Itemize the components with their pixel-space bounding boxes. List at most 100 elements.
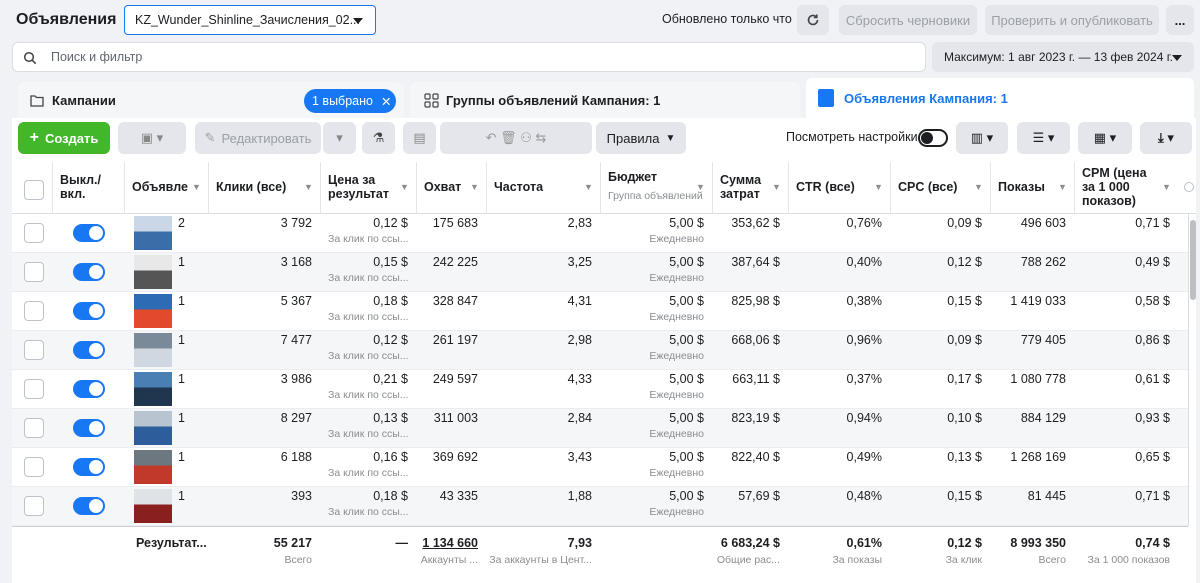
cell-value: 1 [178, 255, 185, 269]
view-settings-toggle[interactable] [918, 129, 948, 147]
header-label: Охват [424, 180, 462, 194]
actions-group[interactable]: ↶ 🗑 ⚇ ⇆ [440, 122, 592, 154]
cell-value: 0,21 $ [373, 372, 408, 386]
status-toggle[interactable] [73, 458, 105, 476]
edit-button[interactable]: ✎ Редактировать [195, 122, 321, 154]
ad-thumbnail [134, 489, 172, 523]
cell-value: 1 [178, 450, 185, 464]
checkbox[interactable] [24, 418, 44, 438]
column-header[interactable]: Охват [424, 160, 466, 214]
search-box[interactable]: Поиск и фильтр [12, 42, 926, 72]
checkbox[interactable] [24, 340, 44, 360]
chip-close[interactable]: ✕ [380, 94, 392, 109]
header-label: CPC (все) [898, 180, 958, 194]
cell-value: 0,15 $ [947, 294, 982, 308]
cell-value: 5,00 $ [669, 333, 704, 347]
status-toggle[interactable] [73, 341, 105, 359]
test-button[interactable]: ⚗ [362, 122, 395, 154]
knob [89, 499, 103, 513]
refresh-button[interactable] [797, 5, 829, 35]
cell-subtext: За клик по ссы... [328, 506, 409, 518]
breakdown-button[interactable]: ☰ ▾ [1017, 122, 1070, 154]
scroll-thumb[interactable] [1190, 220, 1196, 300]
cell-value: 2 [178, 216, 185, 230]
column-header[interactable]: Показы [998, 160, 1054, 214]
status-toggle[interactable] [73, 419, 105, 437]
date-range-button[interactable]: Максимум: 1 авг 2023 г. — 13 фев 2024 г. [932, 42, 1194, 72]
create-button[interactable]: + Создать [18, 122, 110, 154]
ad-thumbnail [134, 372, 172, 406]
cell-value: 1 268 169 [1010, 450, 1066, 464]
reset-drafts-button[interactable]: Сбросить черновики [839, 5, 977, 35]
cell-value: 81 445 [1027, 489, 1066, 503]
rules-button[interactable]: Правила ▼ [596, 122, 686, 154]
selected-chip[interactable]: 1 выбрано ✕ [304, 89, 396, 113]
status-toggle[interactable] [73, 380, 105, 398]
reports-button[interactable]: ▦ ▾ [1078, 122, 1132, 154]
checkbox[interactable] [24, 180, 44, 200]
clipboard-button[interactable]: ▤ [403, 122, 436, 154]
status-toggle[interactable] [73, 497, 105, 515]
export-button[interactable]: ⤓ ▾ [1140, 122, 1192, 154]
column-divider [320, 162, 321, 214]
more-button[interactable]: ... [1166, 5, 1194, 35]
column-header[interactable]: Выкл./вкл. [60, 160, 104, 214]
cell-value: 1 [178, 489, 185, 503]
folder-icon [30, 95, 44, 107]
column-divider [990, 162, 991, 214]
checkbox[interactable] [24, 457, 44, 477]
column-divider [600, 162, 601, 214]
adsets-tab[interactable]: Группы объявлений Кампания: 1 [410, 82, 800, 120]
label: Редактировать [221, 130, 312, 146]
checkbox[interactable] [24, 262, 44, 282]
column-header[interactable]: Объявле [132, 160, 188, 214]
header-label: Показы [998, 180, 1045, 194]
column-header[interactable]: Бюджет [608, 170, 692, 224]
pencil: ✎ [204, 130, 216, 145]
cell-value: 5 367 [280, 294, 312, 308]
publish-button[interactable]: Проверить и опубликовать [985, 5, 1159, 35]
ads-tab[interactable]: Объявления Кампания: 1 [806, 78, 1194, 120]
cell-value: 0,09 $ [947, 333, 982, 347]
columns-button[interactable]: ▥ ▾ [956, 122, 1008, 154]
column-header[interactable]: Цена за результат [328, 160, 396, 214]
checkbox[interactable] [24, 301, 44, 321]
sort-caret: ▼ [696, 182, 705, 192]
cell-value: 668,06 $ [731, 333, 780, 347]
search-icon [23, 51, 37, 65]
cell-value: 0,12 $ [373, 333, 408, 347]
column-header[interactable]: Клики (все) [216, 160, 300, 214]
total-value: 0,74 $ [1135, 536, 1170, 550]
label: Сбросить черновики [845, 12, 971, 28]
column-header[interactable]: CPM (цена за 1 000 показов) [1082, 160, 1158, 214]
status-toggle[interactable] [73, 224, 105, 242]
column-header[interactable]: Сумма затрат [720, 160, 768, 214]
header-label: Частота [494, 180, 544, 194]
table-row [12, 214, 1188, 253]
column-header[interactable]: CTR (все) [796, 160, 870, 214]
checkbox[interactable] [24, 379, 44, 399]
status-toggle[interactable] [73, 302, 105, 320]
sort-caret: ▼ [584, 182, 593, 192]
column-header[interactable]: Частота [494, 160, 580, 214]
checkbox[interactable] [24, 223, 44, 243]
header-label: CTR (все) [796, 180, 855, 194]
cell-value: 3 986 [280, 372, 312, 386]
knob [921, 132, 933, 144]
add-column[interactable] [1184, 182, 1194, 192]
status-toggle[interactable] [73, 263, 105, 281]
checkbox[interactable] [24, 496, 44, 516]
tab-label: Группы объявлений Кампания: 1 [446, 93, 661, 108]
ad-thumbnail [134, 450, 172, 484]
edit-menu[interactable]: ▾ [323, 122, 356, 154]
column-header[interactable]: CPC (все) [898, 160, 970, 214]
cell-subtext: Ежедневно [649, 311, 704, 323]
account-select[interactable]: KZ_Wunder_Shinline_Зачисления_02... [124, 5, 376, 35]
budget-sub: Группа объявлений [608, 190, 703, 202]
total-subtext: За клик [945, 554, 982, 566]
table-row [12, 292, 1188, 331]
knob [89, 304, 103, 318]
ad-thumbnail [134, 294, 172, 328]
campaigns-tab[interactable]: Кампании 1 выбрано ✕ [18, 82, 404, 120]
duplicate-button[interactable]: ▣ ▾ [118, 122, 186, 154]
